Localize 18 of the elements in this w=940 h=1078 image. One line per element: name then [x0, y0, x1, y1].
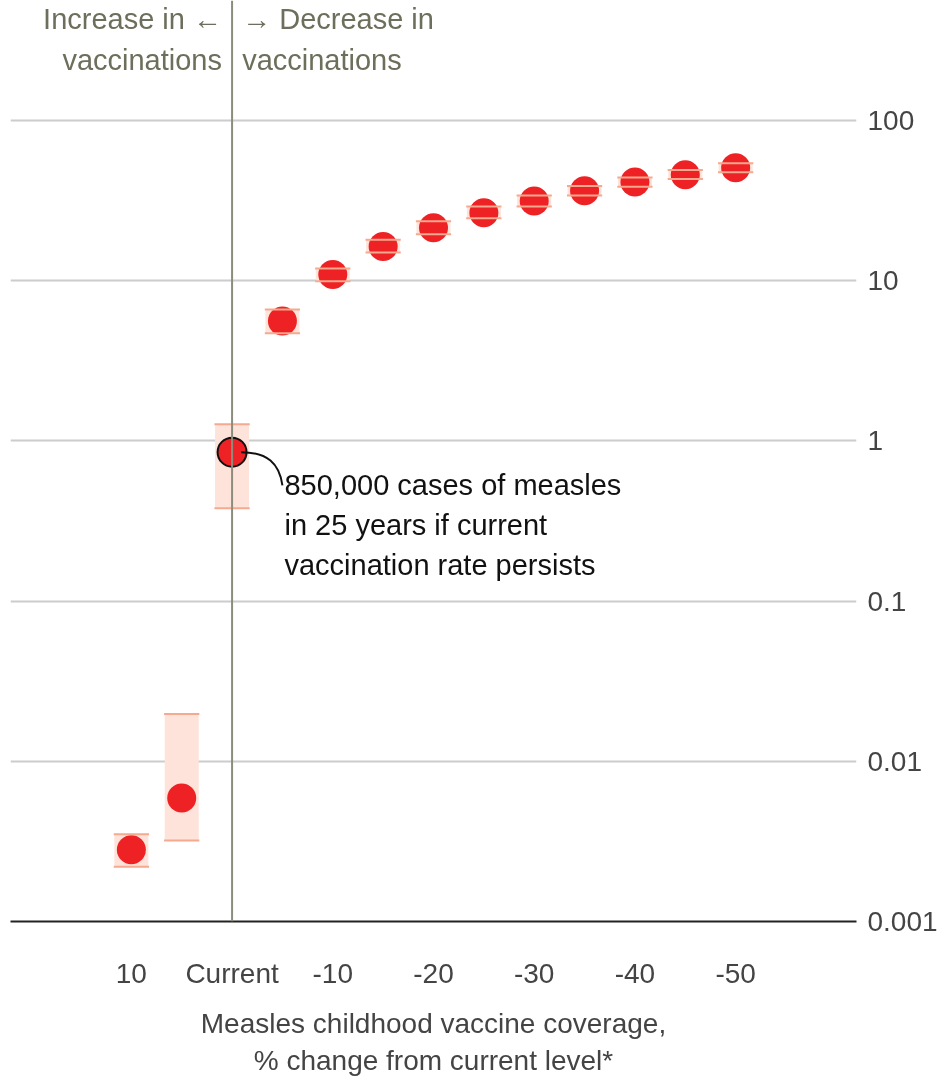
x-tick-label: -50 [715, 957, 756, 989]
annotation: 850,000 cases of measles in 25 years if current vaccination rate persists [284, 469, 622, 582]
x-tick-label: 10 [115, 957, 147, 989]
x-tick-label: -30 [513, 957, 555, 989]
y-tick-label: 10 [867, 265, 899, 297]
y-tick-label: 1 [867, 425, 884, 457]
annotation: → Decrease in vaccinations [242, 2, 434, 77]
y-tick-label: 0.001 [867, 906, 938, 937]
y-tick-label: 0.01 [867, 745, 922, 777]
x-axis-title: Measles childhood vaccine coverage, % change from current level* [200, 1007, 667, 1076]
point [167, 783, 197, 813]
x-tick-label: -40 [614, 957, 656, 989]
x-tick-label: -10 [312, 957, 354, 989]
y-tick-label: 100 [867, 104, 915, 136]
x-tick-label: Current [185, 957, 279, 989]
y-tick-label: 0.1 [867, 585, 907, 617]
x-tick-label: -20 [413, 957, 454, 989]
annotation: Increase in ← vaccinations [43, 2, 223, 77]
